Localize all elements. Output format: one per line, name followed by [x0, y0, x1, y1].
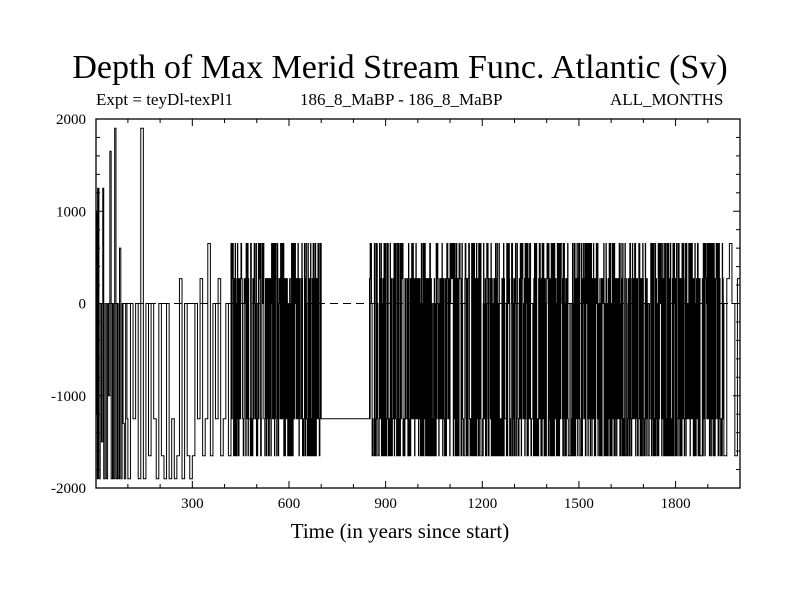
y-tick-label: 2000: [56, 112, 86, 128]
x-tick-label: 900: [374, 496, 397, 512]
x-tick-label: 300: [181, 496, 204, 512]
y-tick-label: 1000: [56, 204, 86, 220]
y-tick-label: -1000: [51, 389, 86, 405]
x-tick-label: 1800: [661, 496, 691, 512]
months-label: ALL_MONTHS: [610, 90, 724, 109]
y-tick-label: -2000: [51, 481, 86, 497]
x-tick-label: 1500: [564, 496, 594, 512]
y-tick-label: 0: [79, 297, 87, 313]
x-tick-label: 1200: [467, 496, 497, 512]
experiment-label: Expt = teyDl-texPl1: [96, 90, 234, 109]
period-label: 186_8_MaBP - 186_8_MaBP: [300, 90, 503, 109]
x-axis-label: Time (in years since start): [290, 519, 510, 543]
chart-title: Depth of Max Merid Stream Func. Atlantic…: [72, 49, 728, 86]
x-tick-label: 600: [278, 496, 301, 512]
ticks-layer: 300 600 900 1200 1500 1800 -2000 -1000 0 1000 2000: [51, 112, 740, 512]
